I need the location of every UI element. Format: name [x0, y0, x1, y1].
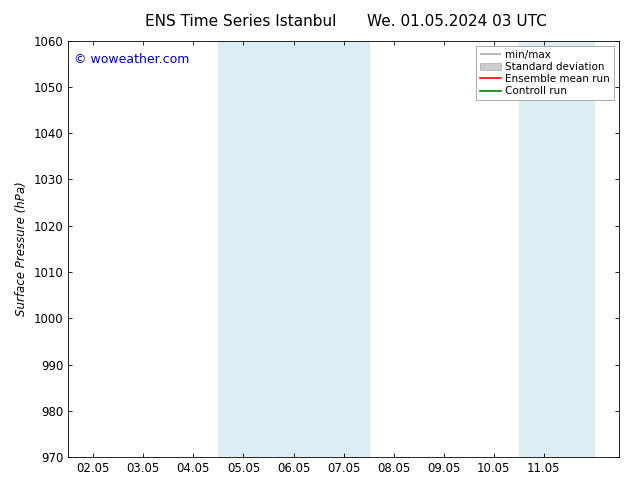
Legend: min/max, Standard deviation, Ensemble mean run, Controll run: min/max, Standard deviation, Ensemble me… — [476, 46, 614, 100]
Y-axis label: Surface Pressure (hPa): Surface Pressure (hPa) — [15, 181, 28, 316]
Text: We. 01.05.2024 03 UTC: We. 01.05.2024 03 UTC — [366, 14, 547, 29]
Text: © woweather.com: © woweather.com — [74, 53, 189, 66]
Bar — [268, 41, 368, 457]
Text: ENS Time Series Istanbul: ENS Time Series Istanbul — [145, 14, 337, 29]
Bar — [218, 41, 268, 457]
Bar — [519, 41, 594, 457]
